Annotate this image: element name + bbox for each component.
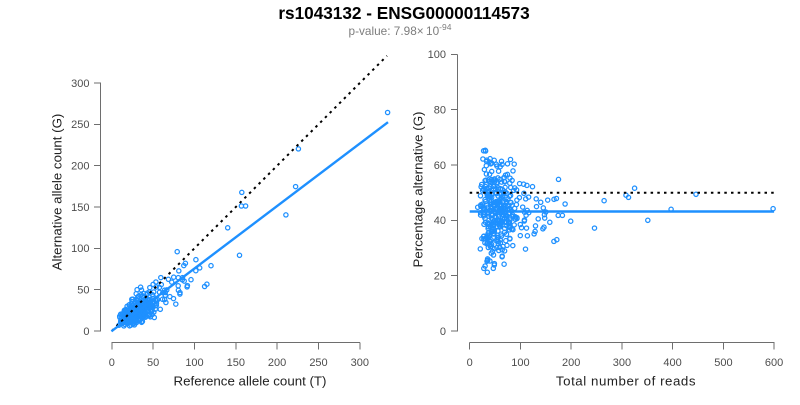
svg-text:40: 40 bbox=[434, 215, 446, 227]
svg-text:250: 250 bbox=[309, 357, 327, 369]
svg-text:Percentage alternative (G): Percentage alternative (G) bbox=[411, 112, 426, 268]
svg-text:300: 300 bbox=[613, 357, 631, 369]
svg-text:200: 200 bbox=[268, 357, 286, 369]
svg-text:20: 20 bbox=[434, 271, 446, 283]
svg-text:150: 150 bbox=[227, 357, 245, 369]
svg-text:Alternative allele count (G): Alternative allele count (G) bbox=[50, 114, 65, 271]
svg-text:p-value: 7.98× 10-94: p-value: 7.98× 10-94 bbox=[349, 22, 452, 38]
svg-text:50: 50 bbox=[77, 285, 89, 297]
svg-text:100: 100 bbox=[511, 357, 529, 369]
svg-text:60: 60 bbox=[434, 160, 446, 172]
svg-text:100: 100 bbox=[185, 357, 203, 369]
svg-text:0: 0 bbox=[109, 357, 115, 369]
svg-text:0: 0 bbox=[83, 326, 89, 338]
svg-text:Total number of reads: Total number of reads bbox=[556, 373, 696, 388]
svg-text:300: 300 bbox=[71, 78, 89, 90]
svg-text:rs1043132 - ENSG00000114573: rs1043132 - ENSG00000114573 bbox=[278, 3, 529, 23]
svg-text:80: 80 bbox=[434, 105, 446, 117]
svg-text:600: 600 bbox=[765, 357, 783, 369]
svg-text:Reference allele count (T): Reference allele count (T) bbox=[174, 373, 327, 388]
svg-text:200: 200 bbox=[71, 161, 89, 173]
svg-text:0: 0 bbox=[440, 326, 446, 338]
svg-text:0: 0 bbox=[467, 357, 473, 369]
svg-text:100: 100 bbox=[71, 243, 89, 255]
svg-text:500: 500 bbox=[714, 357, 732, 369]
svg-text:300: 300 bbox=[351, 357, 369, 369]
svg-text:400: 400 bbox=[663, 357, 681, 369]
svg-text:50: 50 bbox=[147, 357, 159, 369]
svg-text:150: 150 bbox=[71, 202, 89, 214]
svg-text:200: 200 bbox=[562, 357, 580, 369]
svg-text:250: 250 bbox=[71, 119, 89, 131]
svg-text:100: 100 bbox=[428, 49, 446, 61]
